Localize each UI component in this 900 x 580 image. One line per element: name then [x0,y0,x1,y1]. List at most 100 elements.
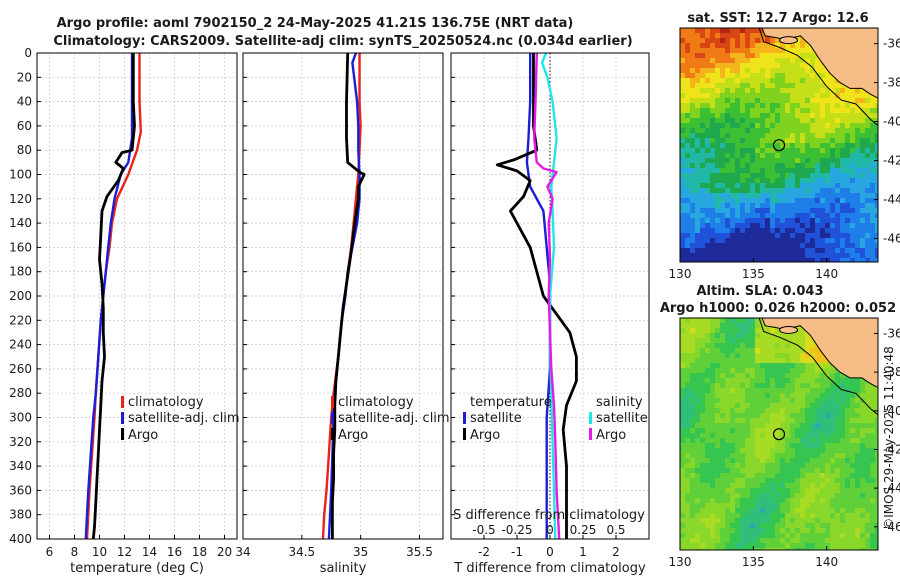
map-cell [830,478,836,484]
map-cell [795,173,801,179]
map-cell [760,448,766,454]
map-cell [850,493,856,499]
map-cell [765,423,771,429]
map-cell [805,443,811,449]
map-cell [775,433,781,439]
map-cell [690,253,696,259]
map-cell [730,348,736,354]
map-cell [790,243,796,249]
map-cell [790,223,796,229]
x-tick-label: 135 [742,555,765,569]
map-cell [705,538,711,544]
map-cell [710,423,716,429]
map-cell [695,243,701,249]
map-cell [770,213,776,219]
map-cell [700,133,706,139]
map-cell [855,483,861,489]
map-cell [775,388,781,394]
map-cell [690,38,696,44]
map-cell [770,198,776,204]
y-tick-label: -42 [883,154,900,168]
map-cell [680,143,686,149]
map-cell [820,413,826,419]
map-cell [795,513,801,519]
map-cell [790,503,796,509]
map-cell [870,438,876,444]
map-cell [760,243,766,249]
map-cell [690,348,696,354]
map-cell [690,368,696,374]
x-tick-label: 135 [742,267,765,281]
map-cell [820,98,826,104]
map-cell [750,83,756,89]
map-cell [755,223,761,229]
map-cell [810,98,816,104]
map-cell [810,103,816,109]
map-cell [810,53,816,59]
map-cell [745,253,751,259]
map-cell [715,538,721,544]
map-cell [860,433,866,439]
map-cell [760,493,766,499]
depth-contour [758,318,878,416]
series-line-temperature-argo [495,53,578,539]
map-cell [710,378,716,384]
map-cell [860,543,866,549]
map-cell [695,483,701,489]
map-cell [680,198,686,204]
map-cell [810,443,816,449]
map-cell [760,538,766,544]
map-cell [870,148,876,154]
map-cell [790,183,796,189]
map-cell [745,488,751,494]
map-cell [835,523,841,529]
map-cell [790,488,796,494]
map-cell [795,483,801,489]
map-cell [710,393,716,399]
map-cell [755,83,761,89]
map-cell [705,428,711,434]
map-cell [680,163,686,169]
map-cell [870,478,876,484]
map-cell [875,503,878,509]
map-cell [805,218,811,224]
map-cell [845,463,851,469]
map-cell [760,43,766,49]
map-cell [680,148,686,154]
map-cell [865,238,871,244]
map-cell [730,408,736,414]
map-cell [700,123,706,129]
map-cell [715,228,721,234]
map-cell [850,383,856,389]
map-cell [825,378,831,384]
map-cell [695,218,701,224]
map-cell [820,158,826,164]
map-cell [815,168,821,174]
map-cell [710,218,716,224]
map-cell [770,158,776,164]
map-cell [750,388,756,394]
map-cell [765,168,771,174]
map-cell [700,48,706,54]
map-cell [685,258,691,262]
map-cell [765,438,771,444]
map-cell [720,188,726,194]
map-cell [745,48,751,54]
map-cell [695,328,701,334]
map-cell [830,108,836,114]
map-cell [755,208,761,214]
map-cell [820,418,826,424]
map-cell [820,148,826,154]
map-cell [680,183,686,189]
map-cell [795,128,801,134]
map-cell [695,143,701,149]
map-cell [860,223,866,229]
map-cell [820,223,826,229]
map-cell [830,153,836,159]
map-cell [720,98,726,104]
map-cell [680,323,686,329]
map-cell [855,113,861,119]
map-cell [835,428,841,434]
map-cell [775,548,781,550]
map-cell [785,343,791,349]
